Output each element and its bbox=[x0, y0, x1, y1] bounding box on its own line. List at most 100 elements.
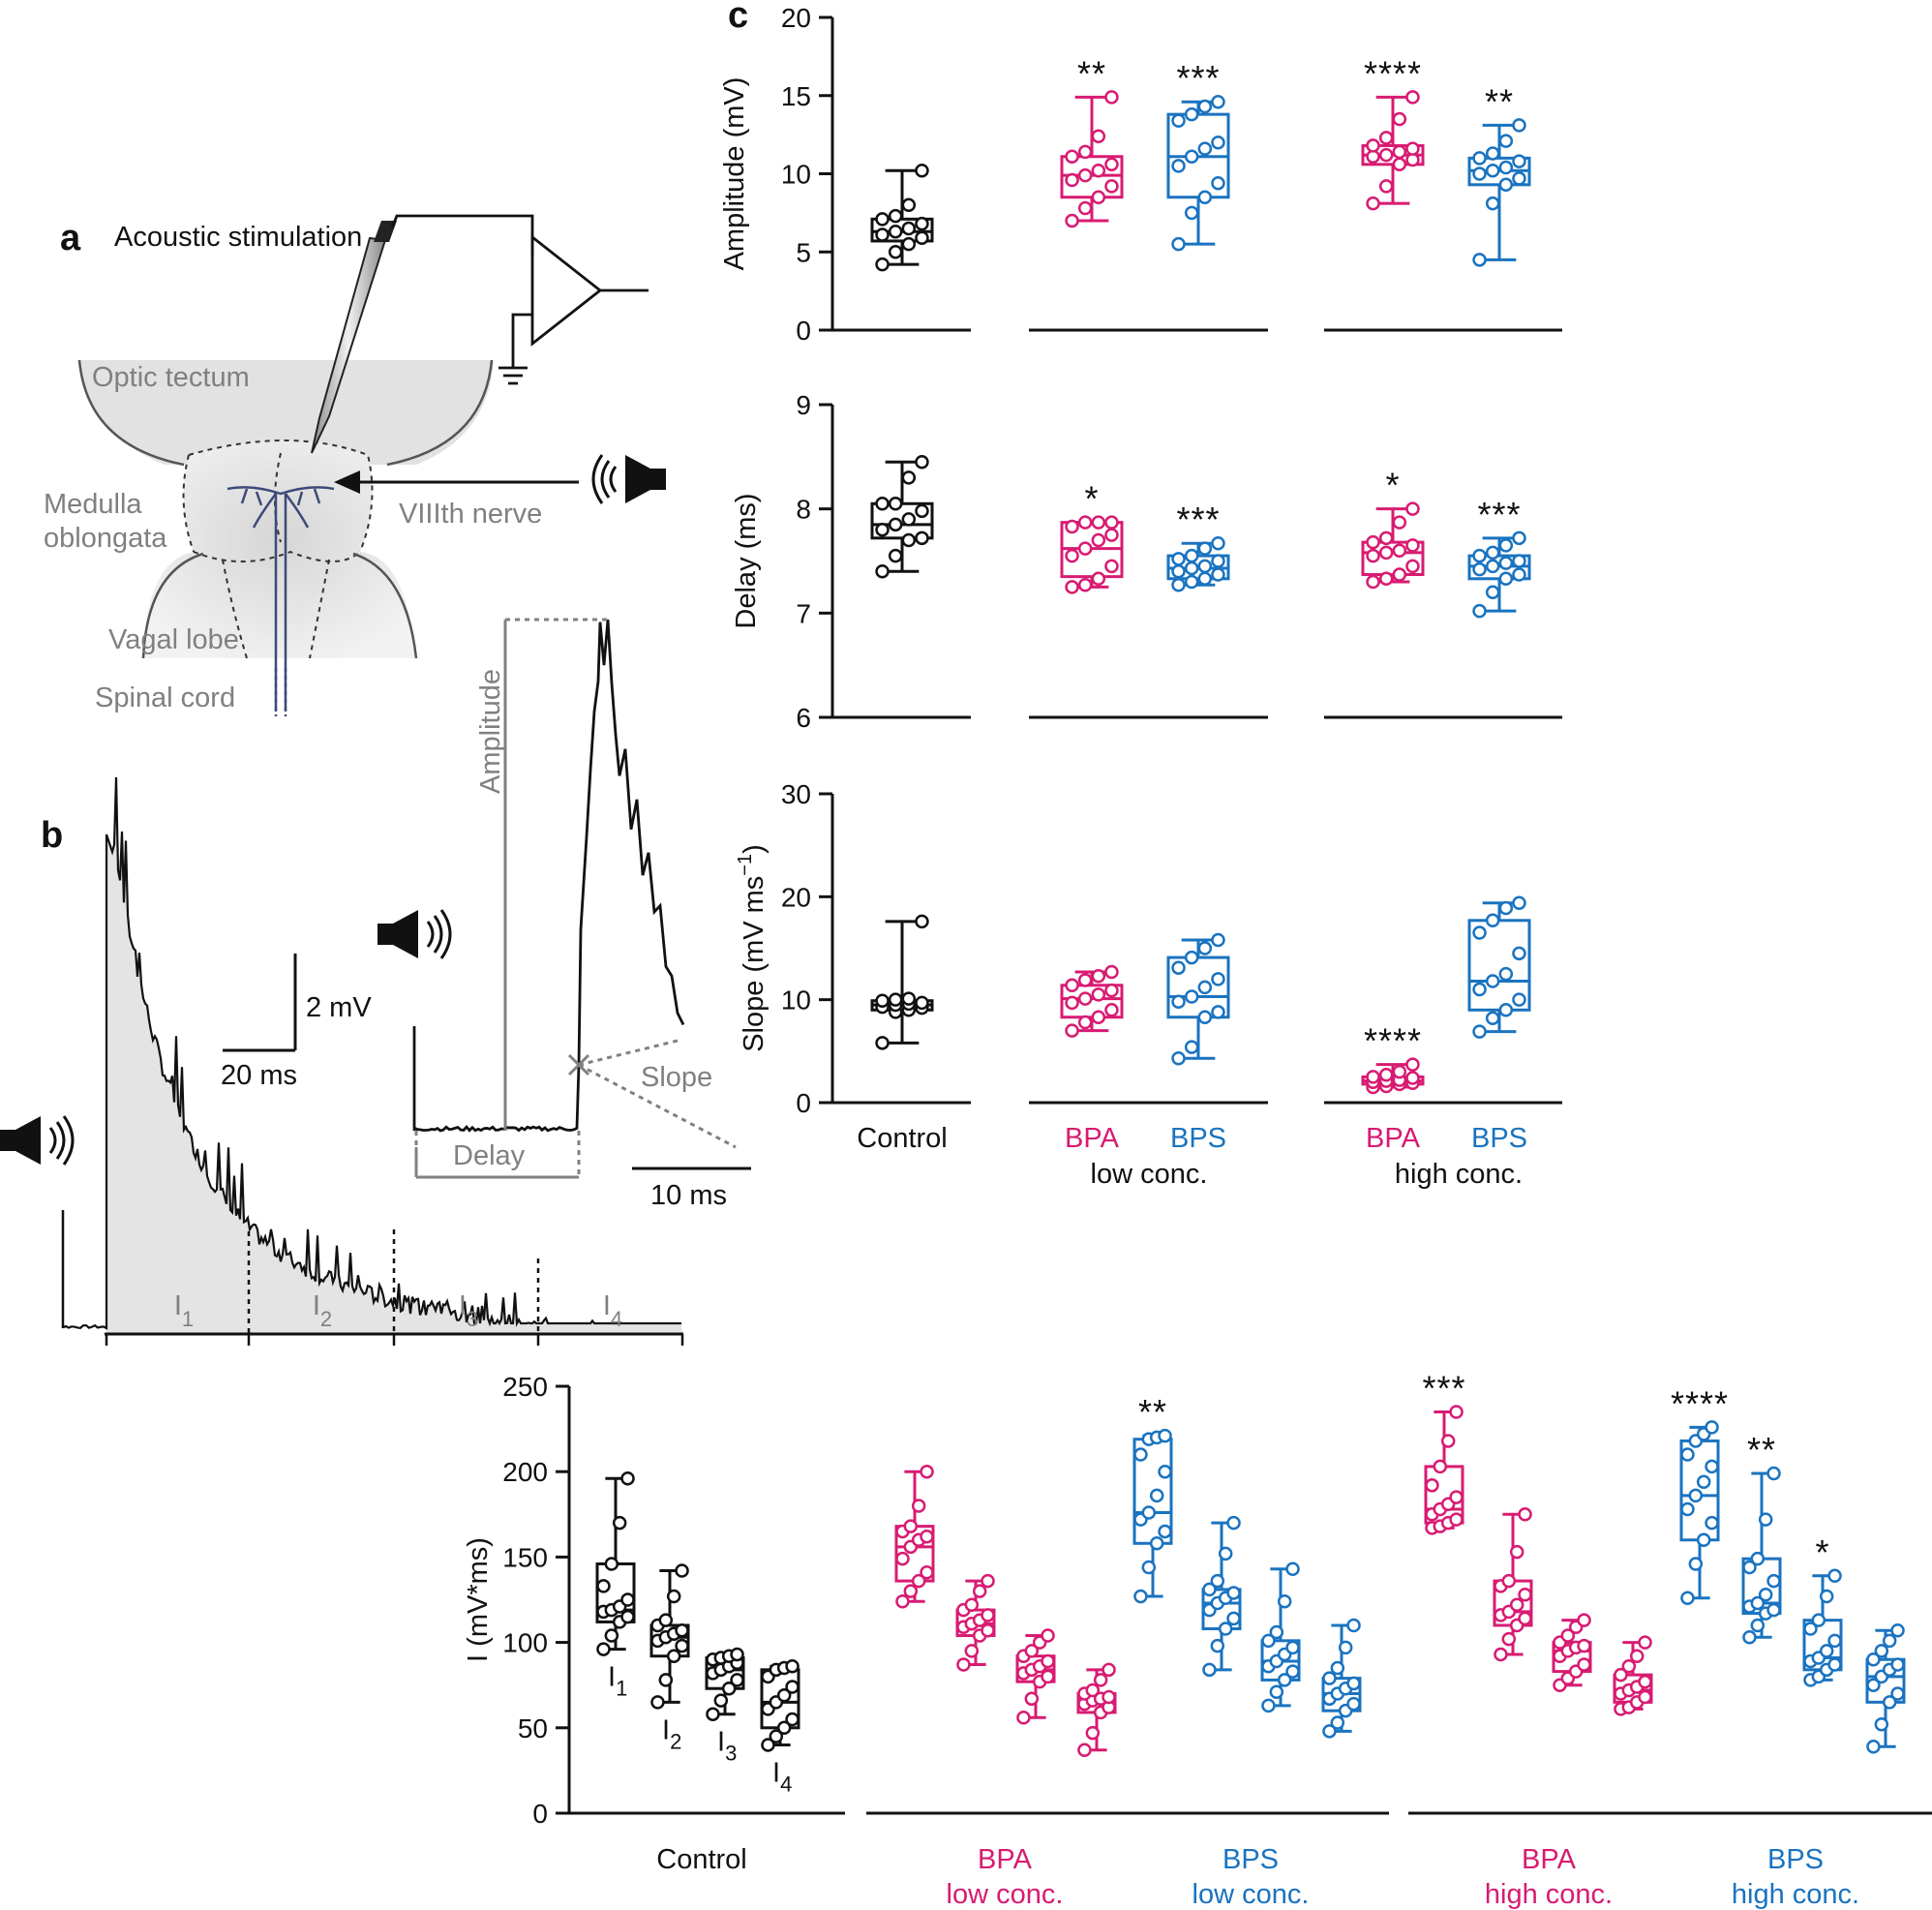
data-point bbox=[1512, 171, 1526, 186]
significance-marker: ** bbox=[1138, 1392, 1167, 1432]
data-point bbox=[761, 1738, 775, 1752]
box-integral-9 bbox=[1201, 1515, 1242, 1678]
data-point bbox=[1378, 179, 1394, 194]
data-point bbox=[1065, 1023, 1079, 1038]
data-point bbox=[1472, 561, 1487, 577]
xlabel-bottom-bps-high-2: high conc. bbox=[1732, 1879, 1859, 1910]
data-point bbox=[1449, 1512, 1464, 1527]
data-point bbox=[1485, 974, 1500, 988]
box-integral-8: ** bbox=[1132, 1392, 1173, 1604]
xlabel-bottom-bps-low-1: BPS bbox=[1223, 1844, 1279, 1875]
data-point bbox=[901, 197, 917, 213]
data-point bbox=[1065, 519, 1079, 534]
data-point bbox=[1512, 154, 1526, 168]
data-point bbox=[1261, 1633, 1276, 1649]
data-point bbox=[1024, 1644, 1040, 1658]
data-point bbox=[1498, 966, 1514, 982]
data-point bbox=[895, 1594, 910, 1609]
data-point bbox=[875, 257, 890, 272]
amplitude-ylabel: Amplitude (mV) bbox=[719, 77, 750, 271]
data-point bbox=[1065, 213, 1079, 228]
data-point bbox=[1226, 1586, 1241, 1600]
data-point bbox=[1149, 1536, 1164, 1551]
significance-marker: *** bbox=[1176, 500, 1220, 539]
data-point bbox=[1866, 1739, 1881, 1754]
data-point bbox=[1874, 1644, 1889, 1658]
data-point bbox=[1171, 159, 1186, 173]
data-point bbox=[1696, 1532, 1711, 1548]
box-integral-2: I3 bbox=[705, 1647, 745, 1766]
data-point bbox=[1890, 1657, 1905, 1672]
data-point bbox=[920, 1565, 934, 1580]
data-point bbox=[1577, 1613, 1591, 1627]
xlabel-bpa-high: BPA bbox=[1366, 1123, 1421, 1154]
data-point bbox=[1433, 1459, 1448, 1474]
data-point bbox=[1197, 1010, 1213, 1024]
data-point bbox=[1133, 1447, 1148, 1462]
delay-ylabel: Delay (ms) bbox=[731, 493, 762, 628]
box-delay-1: * bbox=[1060, 479, 1124, 594]
data-point bbox=[785, 1659, 800, 1674]
data-point bbox=[1866, 1678, 1881, 1692]
data-point bbox=[1472, 982, 1487, 997]
data-point bbox=[1171, 578, 1186, 592]
data-point bbox=[1211, 135, 1225, 150]
data-point bbox=[901, 470, 917, 485]
data-point bbox=[1065, 548, 1079, 563]
xlabel-bpa-low: BPA bbox=[1065, 1123, 1120, 1154]
integral-ylabel: I (mV*ms) bbox=[463, 1537, 494, 1662]
data-point bbox=[1211, 1005, 1225, 1019]
data-point bbox=[1197, 559, 1213, 574]
data-point bbox=[1766, 1466, 1781, 1481]
data-point bbox=[1378, 571, 1394, 587]
data-point bbox=[1285, 1640, 1300, 1655]
data-point bbox=[706, 1707, 720, 1721]
data-point bbox=[1077, 541, 1093, 556]
xlabel-control: Control bbox=[857, 1123, 948, 1154]
box-slope-4 bbox=[1467, 895, 1531, 1039]
data-point bbox=[1392, 1064, 1407, 1079]
data-point bbox=[1171, 564, 1186, 579]
data-point bbox=[1766, 1573, 1781, 1589]
significance-marker: * bbox=[1815, 1532, 1829, 1572]
data-point bbox=[1041, 1653, 1055, 1669]
data-point bbox=[1171, 960, 1186, 975]
data-point bbox=[1392, 515, 1407, 530]
data-point bbox=[1638, 1674, 1652, 1689]
data-point bbox=[1211, 94, 1225, 109]
label-optic-tectum: Optic tectum bbox=[92, 362, 250, 393]
data-point bbox=[1285, 1664, 1300, 1679]
data-point bbox=[1705, 1459, 1719, 1474]
delay-ytick-label: 6 bbox=[796, 703, 811, 733]
data-point bbox=[1512, 118, 1526, 133]
data-point bbox=[1085, 1725, 1101, 1741]
scalebar-mv: 2 mV bbox=[306, 992, 372, 1023]
data-point bbox=[1378, 545, 1394, 561]
label-viiith-nerve: VIIIth nerve bbox=[399, 499, 542, 530]
data-point bbox=[915, 914, 929, 929]
box-integral-1: I2 bbox=[649, 1563, 690, 1753]
box-integral-4 bbox=[894, 1464, 935, 1609]
label-spinal-cord: Spinal cord bbox=[95, 682, 235, 713]
data-point bbox=[1091, 164, 1106, 178]
data-point bbox=[901, 236, 917, 252]
data-point bbox=[1819, 1589, 1834, 1604]
data-point bbox=[888, 208, 903, 224]
data-point bbox=[1024, 1691, 1040, 1707]
data-point bbox=[1742, 1630, 1757, 1645]
data-point bbox=[1077, 167, 1093, 183]
data-point bbox=[1366, 196, 1380, 211]
significance-marker: ** bbox=[1747, 1430, 1776, 1470]
mauthner-neurons bbox=[226, 486, 335, 712]
xlabel-high-conc: high conc. bbox=[1395, 1159, 1523, 1190]
data-point bbox=[604, 1557, 619, 1571]
data-point bbox=[1366, 138, 1380, 153]
data-point bbox=[911, 1499, 926, 1513]
data-point bbox=[713, 1693, 729, 1708]
data-point bbox=[612, 1515, 627, 1531]
data-point bbox=[1378, 131, 1394, 145]
data-point bbox=[1882, 1695, 1897, 1710]
data-point bbox=[1171, 1051, 1186, 1066]
data-point bbox=[1184, 548, 1199, 563]
data-point bbox=[1485, 559, 1500, 574]
